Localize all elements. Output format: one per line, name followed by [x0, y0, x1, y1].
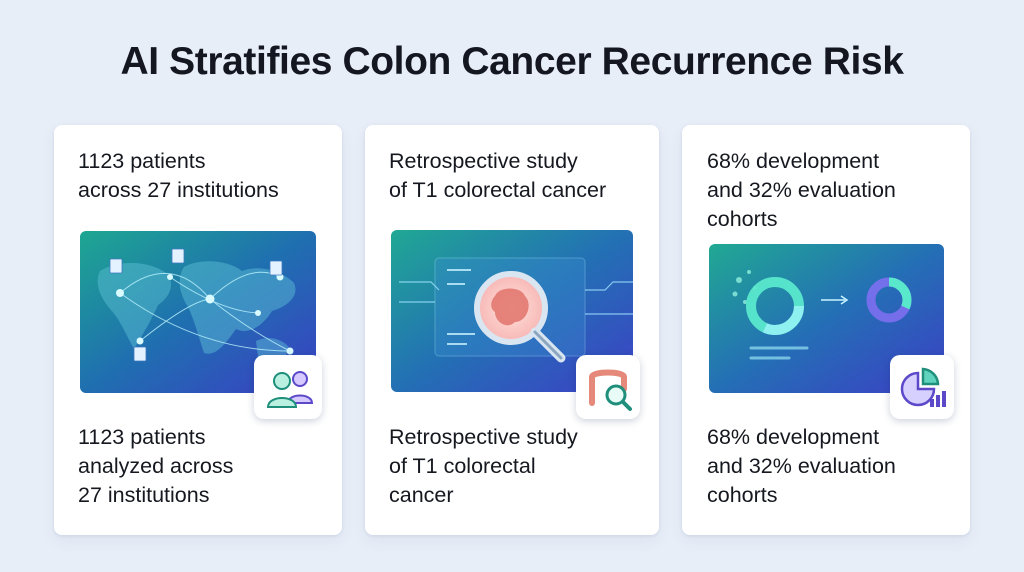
card-heading-line: and 32% evaluation — [707, 178, 896, 202]
card-caption: 68% development and 32% evaluation cohor… — [707, 423, 960, 510]
world-map-icon — [80, 231, 316, 393]
card-caption-line: cancer — [389, 483, 454, 507]
card-heading: 68% development and 32% evaluation cohor… — [707, 147, 960, 234]
card-heading-line: 68% development — [707, 149, 880, 173]
card-caption-line: 27 institutions — [78, 483, 210, 507]
people-icon — [254, 355, 322, 419]
pie-chart-icon — [890, 355, 954, 419]
card-caption-line: Retrospective study — [389, 425, 578, 449]
card-cohorts: 68% development and 32% evaluation cohor… — [682, 125, 970, 535]
card-heading: Retrospective study of T1 colorectal can… — [389, 147, 649, 205]
colon-search-icon — [576, 355, 640, 419]
card-study: Retrospective study of T1 colorectal can… — [365, 125, 659, 535]
card-caption-line: analyzed across — [78, 454, 234, 478]
card-caption-line: and 32% evaluation — [707, 454, 896, 478]
page-title: AI Stratifies Colon Cancer Recurrence Ri… — [120, 40, 904, 83]
card-heading-line: Retrospective study — [389, 149, 578, 173]
card-heading-line: of T1 colorectal cancer — [389, 178, 607, 202]
card-caption-line: 1123 patients — [78, 425, 206, 449]
card-heading-line: cohorts — [707, 207, 778, 231]
card-caption-line: cohorts — [707, 483, 778, 507]
card-caption: Retrospective study of T1 colorectal can… — [389, 423, 649, 510]
card-caption-line: of T1 colorectal — [389, 454, 536, 478]
card-caption-line: 68% development — [707, 425, 880, 449]
card-heading-line: 1123 patients — [78, 149, 206, 173]
card-patients: 1123 patients across 27 institutions — [54, 125, 342, 535]
card-heading: 1123 patients across 27 institutions — [78, 147, 328, 205]
card-caption: 1123 patients analyzed across 27 institu… — [78, 423, 328, 510]
card-heading-line: across 27 institutions — [78, 178, 279, 202]
